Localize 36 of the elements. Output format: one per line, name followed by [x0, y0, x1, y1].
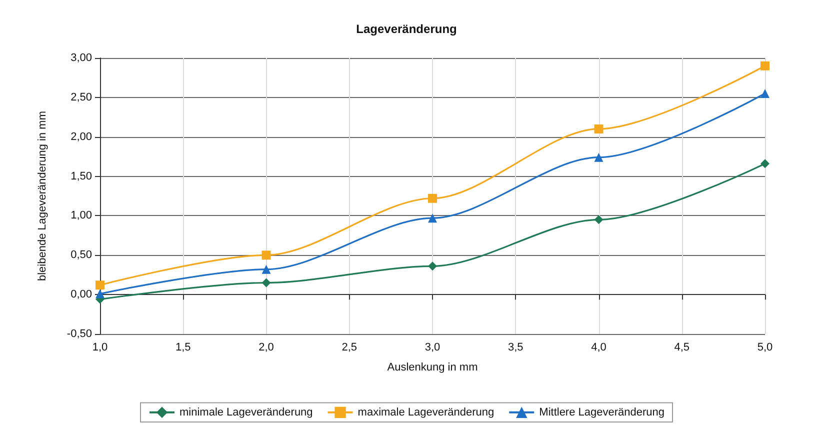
- y-tick-label: 1,00: [70, 210, 92, 222]
- point: [594, 152, 604, 162]
- point: [96, 280, 104, 290]
- point: [262, 278, 271, 288]
- point: [428, 194, 437, 203]
- y-tick-label: -0,50: [66, 328, 92, 340]
- x-tick-label: 1,5: [175, 342, 191, 354]
- point: [594, 124, 604, 134]
- y-tick-label: 3,00: [70, 52, 92, 64]
- y-tick-label: 1,50: [70, 170, 92, 182]
- point: [760, 159, 770, 168]
- x-tick-label: 1,0: [92, 342, 108, 354]
- point: [262, 250, 271, 260]
- x-tick-label: 2,0: [258, 342, 274, 354]
- point: [428, 262, 437, 271]
- x-tick-label: 3,5: [508, 342, 524, 354]
- point: [428, 214, 437, 223]
- x-tick-label: 3,0: [424, 342, 440, 354]
- legend-label: maximale Lageveränderung: [358, 406, 494, 418]
- y-tick-label: 0,50: [70, 249, 92, 262]
- x-tick-label: 5,0: [757, 342, 773, 354]
- y-tick-label: 0,00: [70, 288, 92, 301]
- x-axis-title: Auslenkung in mm: [387, 362, 478, 374]
- point: [760, 88, 770, 98]
- chart-title: Lageveränderung: [356, 22, 457, 36]
- y-tick-label: 2,00: [70, 130, 92, 143]
- point: [594, 215, 604, 224]
- point: [760, 61, 770, 70]
- y-tick-label: 2,50: [70, 91, 92, 104]
- legend-label: minimale Lageveränderung: [179, 406, 313, 418]
- x-tick-label: 4,0: [591, 342, 606, 354]
- legend-label: Mittlere Lageveränderung: [539, 406, 665, 418]
- point: [262, 264, 271, 274]
- y-axis-title: bleibende Lageveränderung in mm: [36, 110, 48, 282]
- x-tick-label: 2,5: [342, 342, 358, 354]
- x-tick-label: 4,5: [674, 342, 690, 354]
